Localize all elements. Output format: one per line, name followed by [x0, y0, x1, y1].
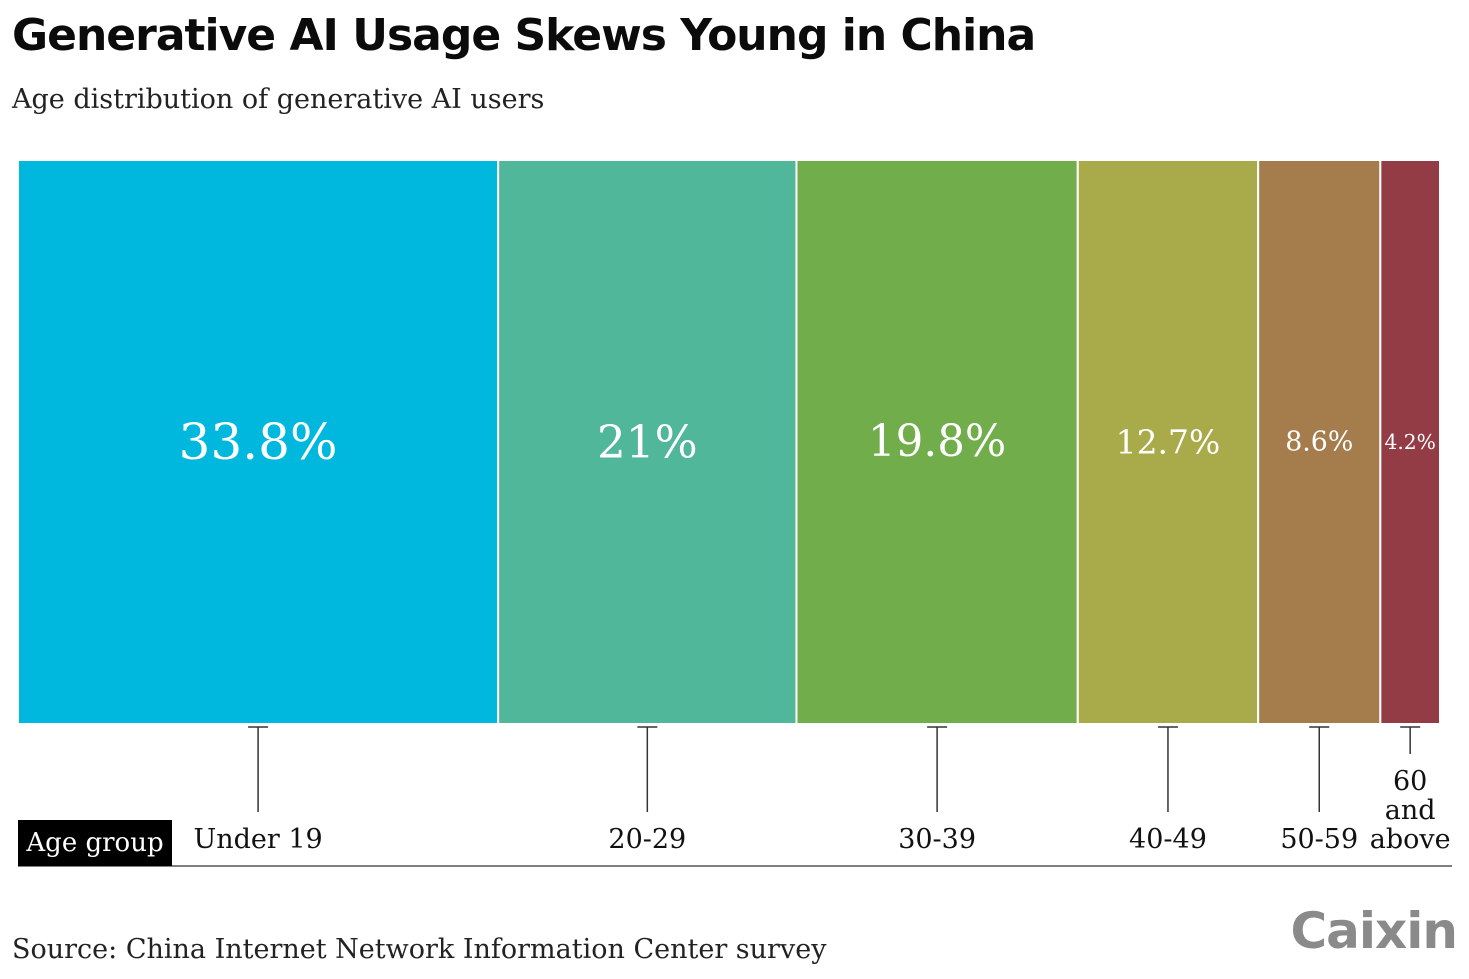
category-label-60-and-above: 60 and above [1370, 766, 1451, 855]
value-labels-group: 33.8% 21% 19.8% 12.7% 8.6% 4.2% [179, 413, 1436, 471]
category-label-50-59: 50-59 [1280, 824, 1358, 855]
axis-label-box [18, 820, 172, 866]
value-label-30-39: 19.8% [868, 417, 1006, 467]
category-label-40-49: 40-49 [1129, 824, 1207, 855]
mosaic-chart: 33.8% 21% 19.8% 12.7% 8.6% 4.2% Under 19 20-29… [17, 159, 1452, 867]
value-label-20-29: 21% [597, 416, 698, 469]
chart-title: Generative AI Usage Skews Young in China [12, 10, 1036, 61]
value-label-60-and-above: 4.2% [1384, 430, 1435, 454]
ticks-group [248, 726, 1421, 812]
category-label-30-39: 30-39 [898, 824, 976, 855]
bars-group [17, 159, 1442, 725]
value-label-under-19: 33.8% [179, 413, 338, 471]
caixin-logo: Caixin [1290, 902, 1458, 960]
category-labels-group: Under 19 20-29 30-39 40-49 50-59 60 and above [193, 766, 1450, 855]
axis-group: Age group [18, 820, 1452, 867]
category-label-20-29: 20-29 [608, 824, 686, 855]
value-label-40-49: 12.7% [1116, 423, 1221, 462]
source-note: Source: China Internet Network Informati… [12, 934, 827, 965]
category-label-under-19: Under 19 [193, 824, 322, 855]
bar-40-49 [1076, 159, 1260, 725]
bar-30-39 [795, 159, 1079, 725]
value-label-50-59: 8.6% [1285, 427, 1353, 458]
bar-50-59 [1257, 159, 1382, 725]
bar-under-19 [17, 159, 500, 725]
chart-subtitle: Age distribution of generative AI users [12, 84, 545, 115]
axis-label: Age group [25, 828, 163, 858]
bar-60-and-above [1379, 159, 1442, 725]
